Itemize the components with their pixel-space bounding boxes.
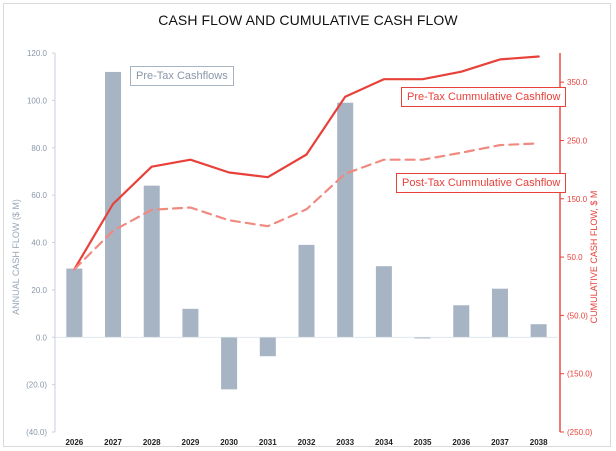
bar xyxy=(182,308,199,338)
y-tick-left-label: 60.0 xyxy=(31,191,47,200)
x-tick-label: 2027 xyxy=(104,438,122,447)
y-tick-right-label: (50.0) xyxy=(567,311,588,320)
x-tick-label: 2031 xyxy=(259,438,277,447)
y-tick-left-label: 40.0 xyxy=(31,239,47,248)
y-tick-left-label: 0.0 xyxy=(36,333,48,342)
y-tick-right-label: 50.0 xyxy=(567,253,583,262)
bar xyxy=(298,244,315,338)
x-tick-label: 2030 xyxy=(220,438,238,447)
y-tick-right-label: 250.0 xyxy=(567,136,588,145)
line-pretax-cumulative xyxy=(73,55,540,271)
bar xyxy=(221,337,238,390)
x-tick-label: 2038 xyxy=(530,438,548,447)
bar xyxy=(375,266,392,338)
legend-pretax-cashflows: Pre-Tax Cashflows xyxy=(130,66,234,86)
legend-pretax-cumulative: Pre-Tax Cummulative Cashflow xyxy=(401,87,567,107)
x-tick-label: 2035 xyxy=(414,438,432,447)
bar xyxy=(337,102,354,338)
bar xyxy=(414,337,431,339)
y-tick-right-label: 350.0 xyxy=(567,78,588,87)
bar xyxy=(259,337,276,357)
y-tick-left-label: (40.0) xyxy=(26,428,47,437)
bar xyxy=(491,288,508,338)
x-tick-label: 2033 xyxy=(336,438,354,447)
bar xyxy=(453,305,470,338)
y-tick-right-label: (250.0) xyxy=(567,428,593,437)
bars-group xyxy=(66,71,547,390)
bar xyxy=(66,268,83,338)
x-tick-label: 2026 xyxy=(65,438,83,447)
x-tick-label: 2034 xyxy=(375,438,393,447)
x-tick-label: 2032 xyxy=(298,438,316,447)
lines-group xyxy=(73,55,540,271)
y-tick-right-label: 150.0 xyxy=(567,195,588,204)
y-axis-right-label: CUMULATIVE CASH FLOW, $ M xyxy=(589,191,599,324)
y-tick-left-label: 20.0 xyxy=(31,286,47,295)
x-tick-label: 2036 xyxy=(452,438,470,447)
y-axis-left-label: ANNUAL CASH FLOW ($ M) xyxy=(11,199,21,315)
x-tick-label: 2029 xyxy=(182,438,200,447)
legend-posttax-cumulative: Post-Tax Cummulative Cashflow xyxy=(396,173,567,193)
chart-frame xyxy=(3,3,611,447)
x-tick-label: 2037 xyxy=(491,438,509,447)
y-tick-right-label: (150.0) xyxy=(567,370,593,379)
y-tick-left-label: 120.0 xyxy=(27,49,48,58)
y-tick-left-label: 80.0 xyxy=(31,144,47,153)
axes-group: 120.0 100.0 80.0 60.0 40.0 20.0 0.0 (20.0) (40.0… xyxy=(26,49,593,447)
line-posttax-cumulative xyxy=(73,142,540,271)
x-tick-label: 2028 xyxy=(143,438,161,447)
y-tick-left-label: (20.0) xyxy=(26,381,47,390)
bar xyxy=(143,185,160,338)
y-tick-left-label: 100.0 xyxy=(27,96,48,105)
bar xyxy=(530,324,547,338)
chart-title: CASH FLOW AND CUMULATIVE CASH FLOW xyxy=(158,12,458,28)
